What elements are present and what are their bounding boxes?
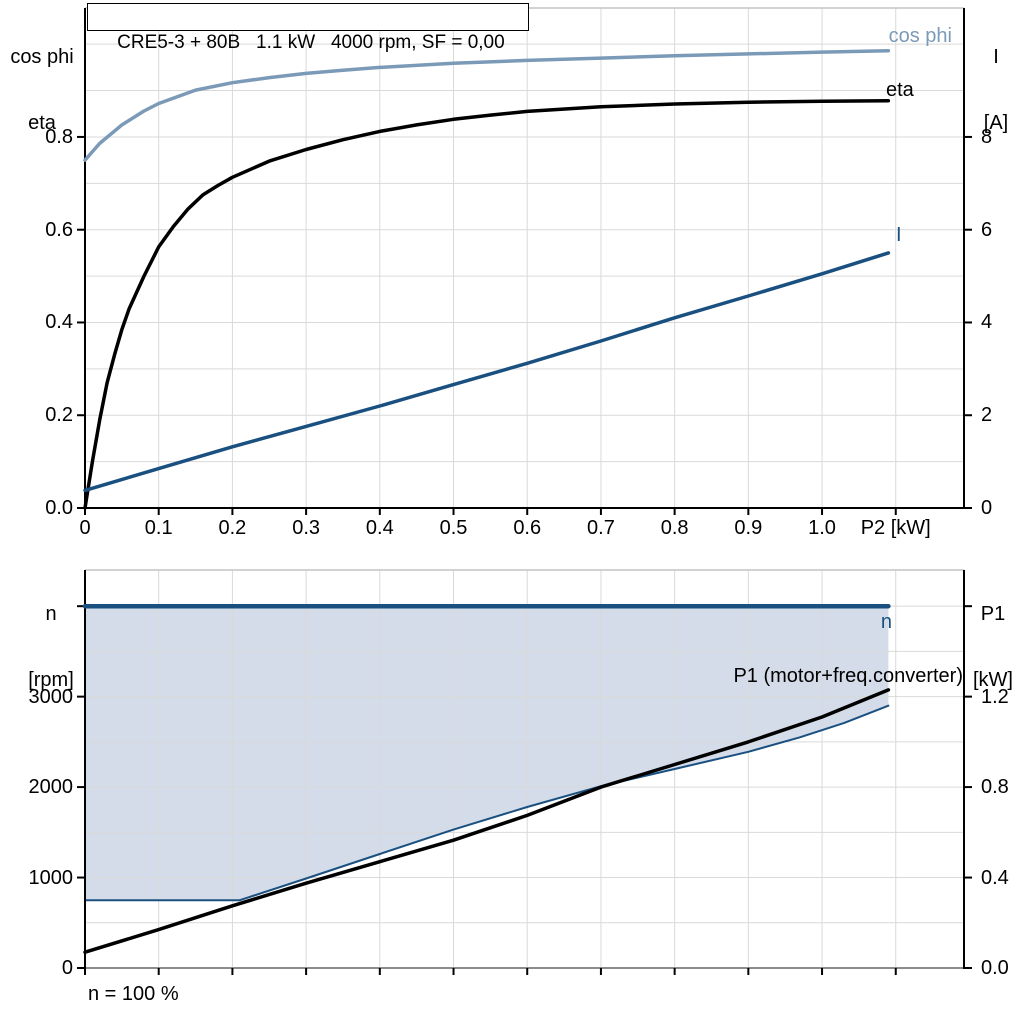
right-axis-tick-label: 4 — [981, 311, 993, 334]
x-tick-label: 0.4 — [365, 517, 394, 539]
x-tick-label: P2 [kW] — [860, 517, 931, 539]
chart-curve — [84, 704, 890, 902]
left-axis-tick-label: 0.2 — [45, 404, 73, 427]
x-tick-label: 1.0 — [808, 517, 836, 539]
chart-title: CRE5-3 + 80B 1.1 kW 4000 rpm, SF = 0,00 — [117, 32, 505, 53]
right-axis-tick-label: 0.4 — [981, 866, 1009, 889]
chart-curve — [83, 48, 891, 162]
right-axis-tick-label: 1.2 — [981, 685, 1009, 708]
cos-phi-curve-label: cos phi — [888, 25, 952, 47]
right-axis-tick-label: 0.0 — [981, 957, 1009, 979]
left-axis-tick-label: 0.8 — [45, 125, 73, 148]
left-axis-tick-label: 2000 — [28, 776, 74, 799]
right-axis-tick-label: 6 — [981, 218, 993, 241]
x-tick-label: 0.2 — [218, 517, 247, 539]
bottom-chart-right-axis-title: P1 [kW] — [964, 559, 1022, 735]
x-tick-label: 0.1 — [144, 517, 173, 539]
x-tick-label: 0 — [79, 517, 91, 539]
p1-curve-label: P1 (motor+freq.converter) — [733, 665, 963, 687]
right-axis-tick-label: 2 — [981, 404, 993, 427]
left-axis-tick-label: 0 — [61, 957, 73, 979]
axis-title-line: [kW] — [973, 669, 1013, 691]
axis-title-line: I — [993, 46, 999, 68]
left-axis-tick-label: 0.6 — [45, 218, 73, 241]
eta-curve-label: eta — [886, 79, 914, 101]
x-tick-label: 0.6 — [513, 517, 542, 539]
x-tick-label: 0.7 — [587, 517, 615, 539]
left-axis-tick-label: 3000 — [28, 685, 74, 708]
speed-curve-label: n — [880, 611, 892, 633]
bottom-chart-left-axis-title: n [rpm] — [14, 559, 88, 735]
current-curve-label: I — [896, 224, 902, 246]
axis-title-line: [A] — [983, 112, 1009, 134]
left-axis-tick-label: 0.0 — [45, 497, 73, 519]
right-axis-tick-label: 0 — [981, 497, 993, 519]
x-tick-label: 0.5 — [439, 517, 468, 539]
axis-title-line: P1 — [980, 603, 1006, 625]
left-axis-tick-label: 0.4 — [45, 311, 73, 334]
chart-curve — [83, 688, 891, 954]
x-tick-label: 0.9 — [734, 517, 763, 539]
chart-curve — [83, 251, 891, 493]
top-chart-left-axis-title: cos phi eta — [4, 2, 80, 178]
x-tick-label: 0.3 — [292, 517, 321, 539]
chart-curve — [85, 606, 889, 901]
top-chart-right-axis-title: I [A] — [972, 2, 1020, 178]
chart-title-box: CRE5-3 + 80B 1.1 kW 4000 rpm, SF = 0,00 — [87, 3, 529, 53]
right-axis-tick-label: 0.8 — [981, 776, 1009, 799]
speed-percentage-note: n = 100 % — [88, 983, 179, 1005]
axis-title-line: eta — [28, 112, 56, 134]
right-axis-tick-label: 8 — [981, 125, 993, 148]
left-axis-tick-label: 1000 — [28, 866, 74, 889]
axis-title-line: [rpm] — [28, 669, 74, 691]
axis-title-line: n — [45, 603, 57, 625]
axis-title-line: cos phi — [10, 46, 74, 68]
x-tick-label: 0.8 — [660, 517, 689, 539]
chart-curve — [83, 99, 891, 510]
